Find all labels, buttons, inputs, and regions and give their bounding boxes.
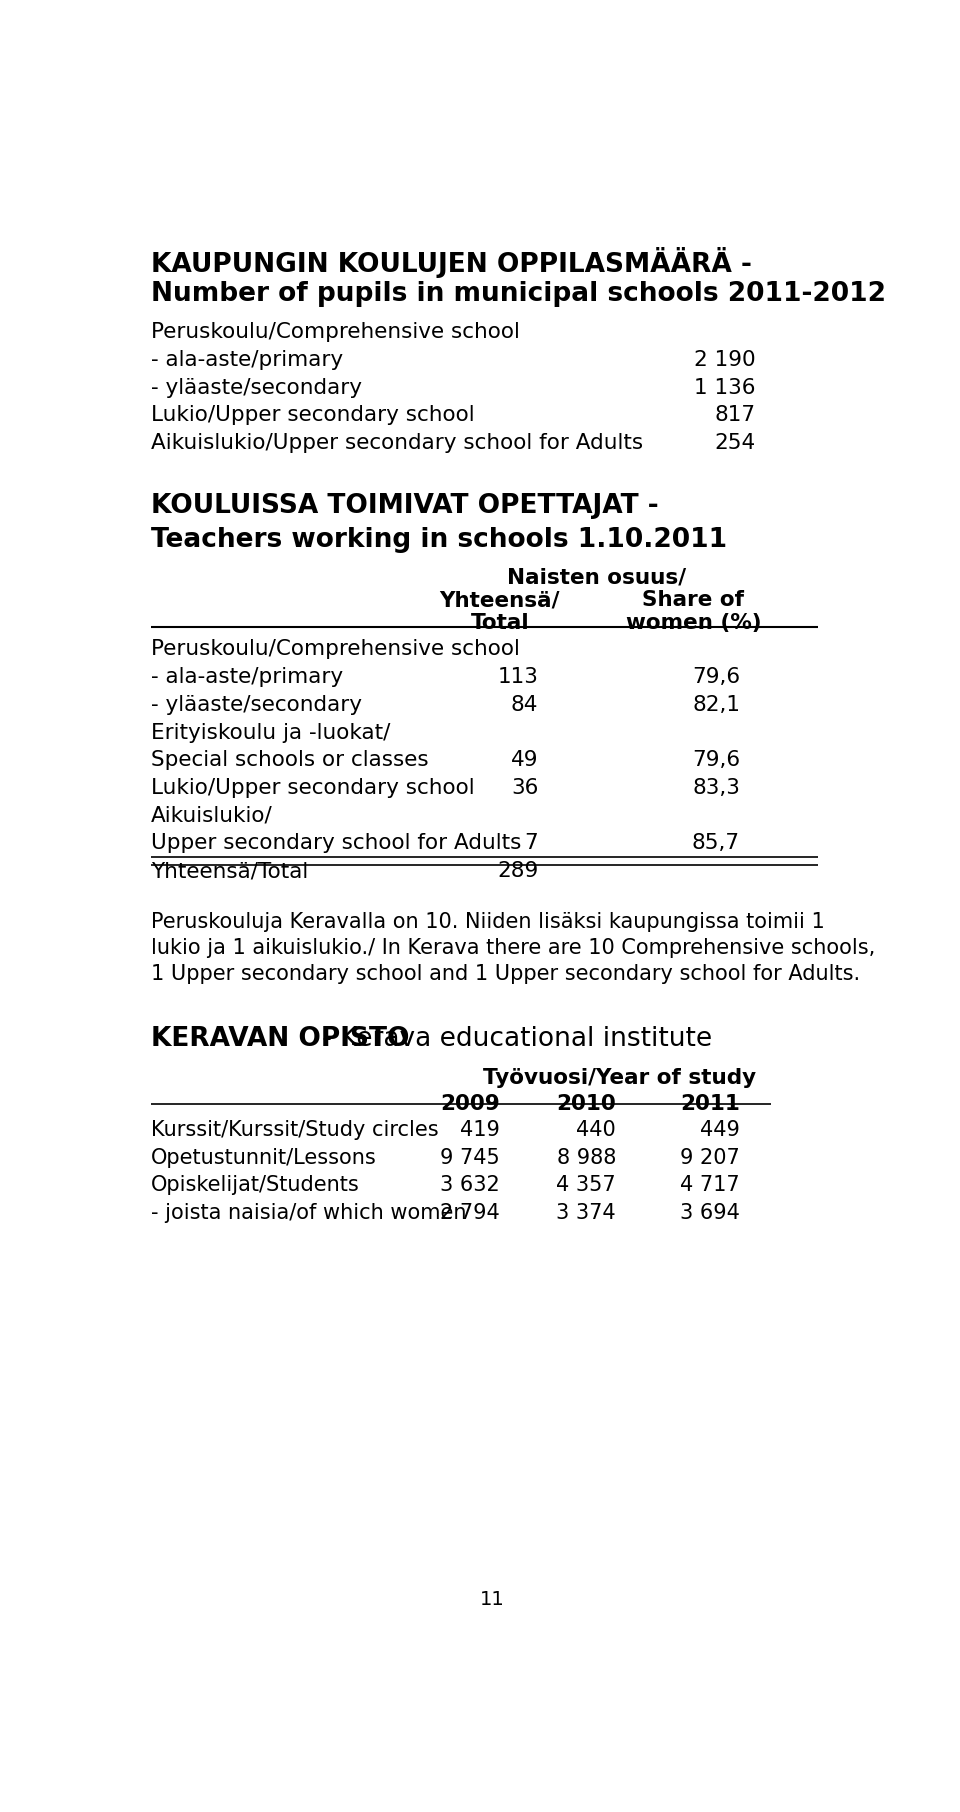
Text: 2 190: 2 190 <box>694 350 756 370</box>
Text: lukio ja 1 aikuislukio./ In Kerava there are 10 Comprehensive schools,: lukio ja 1 aikuislukio./ In Kerava there… <box>151 939 876 959</box>
Text: 3 374: 3 374 <box>557 1203 616 1223</box>
Text: Lukio/Upper secondary school: Lukio/Upper secondary school <box>151 406 474 426</box>
Text: 2010: 2010 <box>556 1094 616 1114</box>
Text: 4 717: 4 717 <box>681 1176 740 1196</box>
Text: 289: 289 <box>497 861 539 881</box>
Text: - Kerava educational institute: - Kerava educational institute <box>314 1026 712 1053</box>
Text: 113: 113 <box>497 667 539 687</box>
Text: - yläaste/secondary: - yläaste/secondary <box>151 694 362 716</box>
Text: Peruskouluja Keravalla on 10. Niiden lisäksi kaupungissa toimii 1: Peruskouluja Keravalla on 10. Niiden lis… <box>151 911 825 931</box>
Text: Työvuosi/Year of study: Työvuosi/Year of study <box>483 1067 756 1087</box>
Text: Yhteensä/: Yhteensä/ <box>440 591 560 611</box>
Text: 3 694: 3 694 <box>680 1203 740 1223</box>
Text: 2 794: 2 794 <box>440 1203 500 1223</box>
Text: Aikuislukio/: Aikuislukio/ <box>151 806 273 826</box>
Text: Special schools or classes: Special schools or classes <box>151 750 428 770</box>
Text: Kurssit/Kurssit/Study circles: Kurssit/Kurssit/Study circles <box>151 1120 439 1140</box>
Text: Teachers working in schools 1.10.2011: Teachers working in schools 1.10.2011 <box>151 527 727 553</box>
Text: 2011: 2011 <box>680 1094 740 1114</box>
Text: 36: 36 <box>511 777 539 797</box>
Text: 79,6: 79,6 <box>692 750 740 770</box>
Text: Yhteensä/Total: Yhteensä/Total <box>151 861 308 881</box>
Text: 8 988: 8 988 <box>557 1147 616 1167</box>
Text: 1 Upper secondary school and 1 Upper secondary school for Adults.: 1 Upper secondary school and 1 Upper sec… <box>151 964 860 984</box>
Text: 2009: 2009 <box>440 1094 500 1114</box>
Text: 11: 11 <box>480 1589 504 1609</box>
Text: KAUPUNGIN KOULUJEN OPPILASMÄÄRÄ -: KAUPUNGIN KOULUJEN OPPILASMÄÄRÄ - <box>151 246 752 277</box>
Text: Lukio/Upper secondary school: Lukio/Upper secondary school <box>151 777 474 797</box>
Text: 419: 419 <box>460 1120 500 1140</box>
Text: 254: 254 <box>714 433 756 453</box>
Text: 9 207: 9 207 <box>681 1147 740 1167</box>
Text: Naisten osuus/: Naisten osuus/ <box>507 567 685 587</box>
Text: 49: 49 <box>511 750 539 770</box>
Text: - joista naisia/of which women: - joista naisia/of which women <box>151 1203 467 1223</box>
Text: - ala-aste/primary: - ala-aste/primary <box>151 350 343 370</box>
Text: Aikuislukio/Upper secondary school for Adults: Aikuislukio/Upper secondary school for A… <box>151 433 643 453</box>
Text: 79,6: 79,6 <box>692 667 740 687</box>
Text: 1 136: 1 136 <box>694 377 756 397</box>
Text: 3 632: 3 632 <box>440 1176 500 1196</box>
Text: - yläaste/secondary: - yläaste/secondary <box>151 377 362 397</box>
Text: Upper secondary school for Adults: Upper secondary school for Adults <box>151 834 521 853</box>
Text: women (%): women (%) <box>626 612 761 632</box>
Text: 449: 449 <box>700 1120 740 1140</box>
Text: 440: 440 <box>576 1120 616 1140</box>
Text: Total: Total <box>470 612 529 632</box>
Text: KOULUISSA TOIMIVAT OPETTAJAT -: KOULUISSA TOIMIVAT OPETTAJAT - <box>151 493 659 518</box>
Text: Number of pupils in municipal schools 2011-2012: Number of pupils in municipal schools 20… <box>151 281 886 306</box>
Text: 817: 817 <box>714 406 756 426</box>
Text: Peruskoulu/Comprehensive school: Peruskoulu/Comprehensive school <box>151 640 520 660</box>
Text: KERAVAN OPISTO: KERAVAN OPISTO <box>151 1026 410 1053</box>
Text: 7: 7 <box>525 834 539 853</box>
Text: 85,7: 85,7 <box>692 834 740 853</box>
Text: Opiskelijat/Students: Opiskelijat/Students <box>151 1176 360 1196</box>
Text: Peruskoulu/Comprehensive school: Peruskoulu/Comprehensive school <box>151 323 520 342</box>
Text: 9 745: 9 745 <box>440 1147 500 1167</box>
Text: 82,1: 82,1 <box>692 694 740 716</box>
Text: 83,3: 83,3 <box>692 777 740 797</box>
Text: Share of: Share of <box>642 591 745 611</box>
Text: 84: 84 <box>511 694 539 716</box>
Text: Erityiskoulu ja -luokat/: Erityiskoulu ja -luokat/ <box>151 723 391 743</box>
Text: 4 357: 4 357 <box>557 1176 616 1196</box>
Text: Opetustunnit/Lessons: Opetustunnit/Lessons <box>151 1147 376 1167</box>
Text: - ala-aste/primary: - ala-aste/primary <box>151 667 343 687</box>
